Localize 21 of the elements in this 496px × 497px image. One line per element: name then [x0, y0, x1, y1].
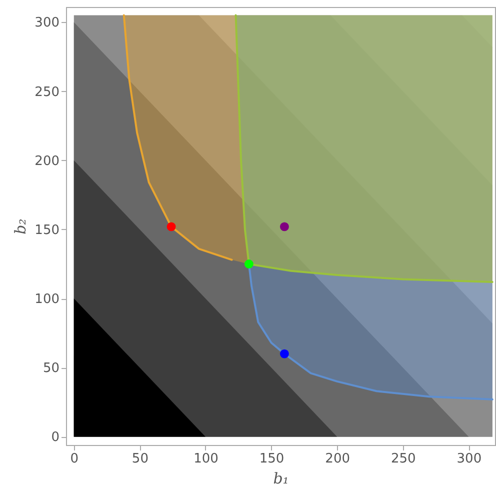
x-tick-label: 150	[259, 452, 284, 466]
line-series	[122, 14, 233, 261]
x-tick-label: 250	[390, 452, 416, 466]
point	[280, 349, 289, 358]
y-tick-label: 50	[42, 361, 60, 376]
x-axis-title: b₁	[273, 470, 289, 488]
x-tick-label: 200	[325, 452, 350, 466]
point	[166, 222, 176, 232]
y-tick-label: 300	[34, 16, 60, 31]
x-tick-label: 300	[456, 452, 482, 466]
y-tick-label: 200	[34, 154, 60, 169]
y-axis-title: b₂	[12, 218, 30, 234]
y-tick-label: 100	[34, 292, 60, 308]
x-tick-label: 100	[194, 452, 218, 466]
x-tick-label: 0	[70, 452, 79, 466]
y-tick-label: 150	[34, 222, 60, 238]
y-tick-label: 0	[51, 430, 60, 446]
x-tick-label: 50	[132, 452, 148, 466]
point	[244, 260, 254, 268]
y-tick-label: 250	[34, 84, 60, 100]
point	[280, 222, 289, 232]
